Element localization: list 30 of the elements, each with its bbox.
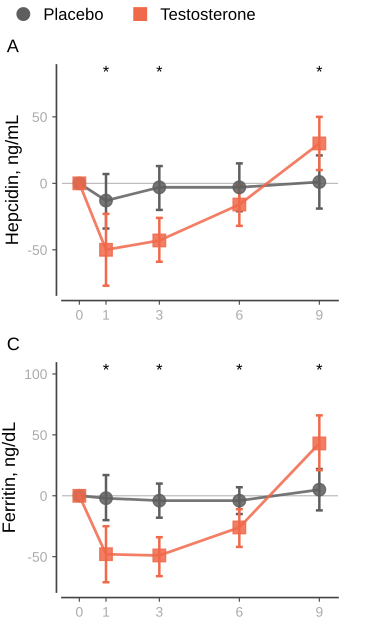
x-tick-label: 1	[103, 310, 110, 320]
annotation: *	[156, 66, 162, 72]
chart-title: C	[8, 337, 20, 350]
x-tick-label: 0	[76, 310, 83, 320]
y-tick-label: 50	[32, 112, 47, 122]
annotation: *	[236, 364, 242, 370]
x-tick-label: 3	[156, 310, 163, 320]
y-tick-label: 50	[32, 430, 47, 440]
y-tick-label: -50	[28, 245, 47, 255]
y-axis-title: Hepcidin, ng/mL	[4, 115, 22, 244]
chart-title: A	[6, 40, 19, 52]
x-tick-label: 1	[103, 607, 110, 617]
annotation: *	[156, 364, 162, 370]
x-tick-label: 9	[316, 310, 323, 320]
annotation: *	[316, 66, 322, 72]
annotation: *	[103, 364, 109, 370]
y-tick-label: -50	[28, 552, 47, 562]
x-tick-label: 6	[236, 310, 243, 320]
x-tick-label: 3	[156, 606, 163, 617]
x-tick-label: 6	[236, 606, 243, 617]
x-tick-label: 9	[316, 606, 323, 617]
annotation: *	[103, 66, 109, 72]
legend-label: Placebo	[44, 8, 103, 20]
y-tick-label: 0	[40, 491, 47, 501]
x-tick-label: 0	[76, 606, 83, 617]
y-tick-label: 0	[40, 178, 47, 188]
y-tick-label: 100	[25, 369, 47, 380]
annotation: *	[316, 364, 322, 370]
y-axis-title: Ferritin, ng/dL	[2, 422, 19, 532]
legend-label: Testosterone	[160, 8, 255, 20]
